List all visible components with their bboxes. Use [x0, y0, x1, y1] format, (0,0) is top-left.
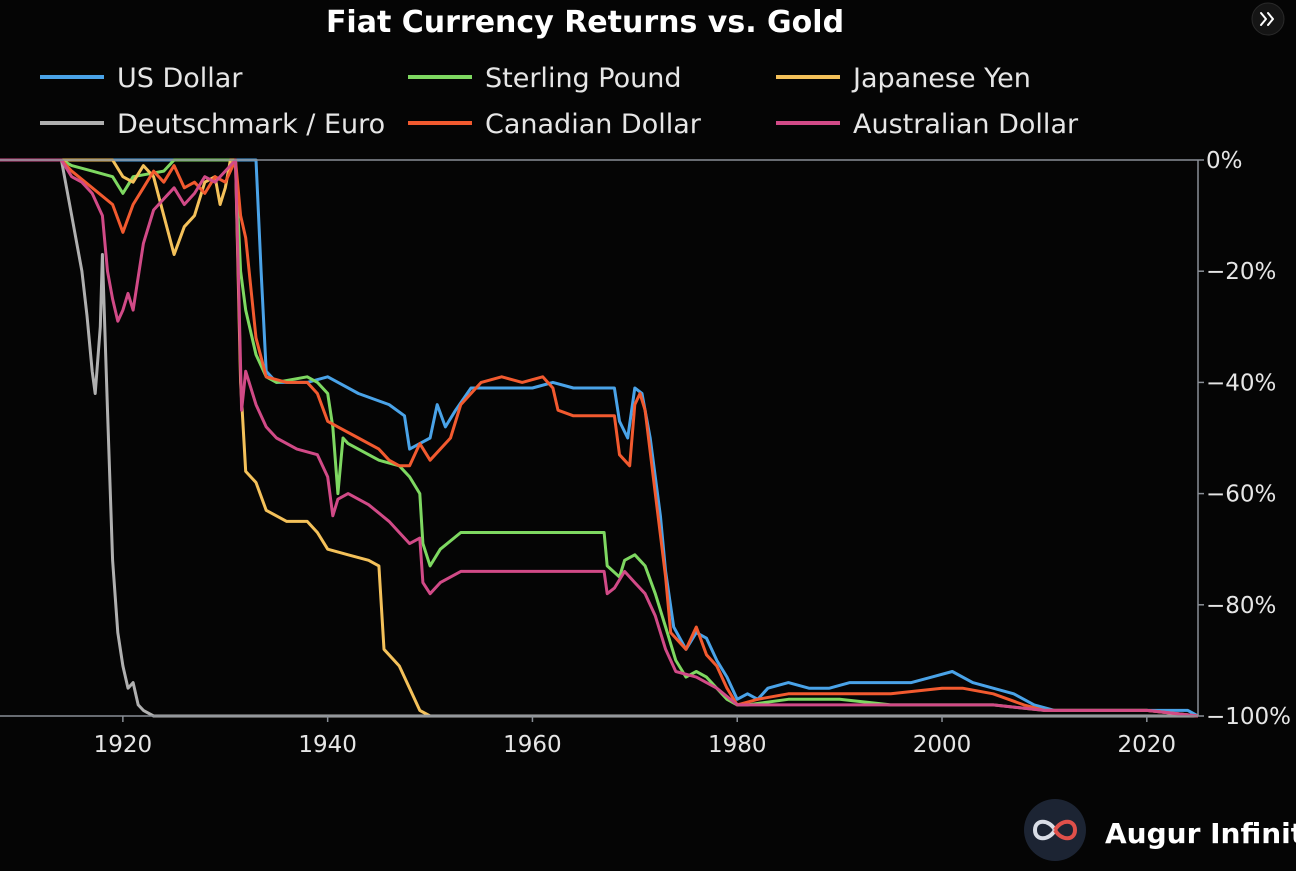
legend: US Dollar Sterling Pound Japanese Yen Deuts… [40, 63, 1079, 140]
x-tick-label-1980: 1980 [708, 732, 767, 758]
brand-logo: Augur Infinity [1024, 799, 1296, 861]
y-ticks: 0% −20% −40% −60% −80% −100% [1198, 148, 1291, 730]
legend-label-us-dollar: US Dollar [117, 63, 243, 94]
series-line-canadian-dollar [0, 158, 1199, 718]
double-chevron-right-icon [1260, 12, 1274, 26]
y-tick-label-20: −20% [1206, 259, 1276, 285]
chart-title: Fiat Currency Returns vs. Gold [326, 5, 844, 40]
legend-label-sterling-pound: Sterling Pound [485, 63, 681, 94]
brand-name: Augur Infinity [1105, 817, 1296, 850]
y-tick-label-80: −80% [1206, 593, 1276, 619]
x-tick-label-2000: 2000 [913, 732, 972, 758]
series-line-australian-dollar [0, 158, 1199, 718]
y-tick-label-60: −60% [1206, 482, 1276, 508]
x-tick-label-1960: 1960 [503, 732, 562, 758]
x-tick-label-1940: 1940 [298, 732, 357, 758]
expand-button[interactable] [1251, 2, 1285, 36]
y-tick-label-0: 0% [1206, 148, 1243, 174]
infinity-icon [1032, 819, 1078, 841]
legend-label-australian-dollar: Australian Dollar [853, 109, 1079, 140]
legend-label-japanese-yen: Japanese Yen [851, 63, 1031, 94]
x-tick-label-2020: 2020 [1118, 732, 1177, 758]
x-tick-label-1920: 1920 [94, 732, 153, 758]
y-tick-label-100: −100% [1206, 704, 1291, 730]
series-layer [0, 158, 1199, 718]
axes [0, 159, 1199, 717]
x-ticks: 1920 1940 1960 1980 2000 2020 [94, 716, 1176, 758]
legend-label-canadian-dollar: Canadian Dollar [485, 109, 702, 140]
y-tick-label-40: −40% [1206, 370, 1276, 396]
legend-label-deutschmark-euro: Deutschmark / Euro [117, 109, 385, 140]
